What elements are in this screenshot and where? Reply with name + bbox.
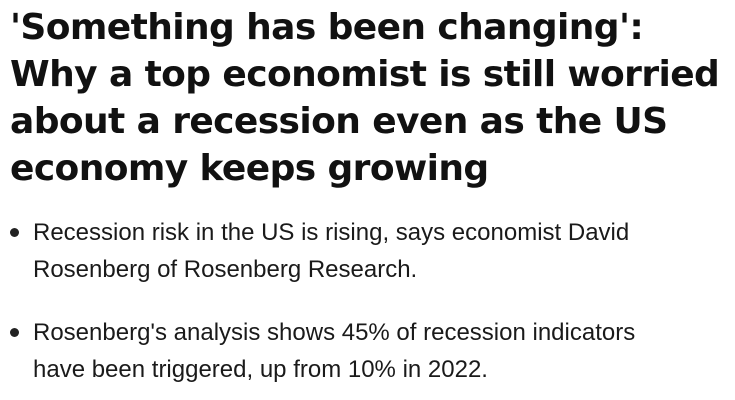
summary-bullet: Rosenberg's analysis shows 45% of recess… (10, 314, 732, 388)
summary-bullet-list: Recession risk in the US is rising, says… (10, 214, 732, 388)
bullet-dot-icon (10, 228, 19, 237)
bullet-dot-icon (10, 328, 19, 337)
headline-line: economy keeps growing (10, 148, 489, 189)
bullet-text-line: Rosenberg's analysis shows 45% of recess… (33, 319, 636, 346)
headline-line: about a recession even as the US (10, 101, 668, 142)
headline-line: Why a top economist is still worried (10, 54, 720, 95)
bullet-text-line: have been triggered, up from 10% in 2022… (33, 356, 488, 383)
summary-bullet: Recession risk in the US is rising, says… (10, 214, 732, 288)
article-headline: 'Something has been changing': Why a top… (10, 4, 732, 192)
bullet-text-line: Rosenberg of Rosenberg Research. (33, 256, 418, 283)
bullet-text-line: Recession risk in the US is rising, says… (33, 219, 630, 246)
headline-line: 'Something has been changing': (10, 7, 644, 48)
article: 'Something has been changing': Why a top… (10, 4, 732, 383)
